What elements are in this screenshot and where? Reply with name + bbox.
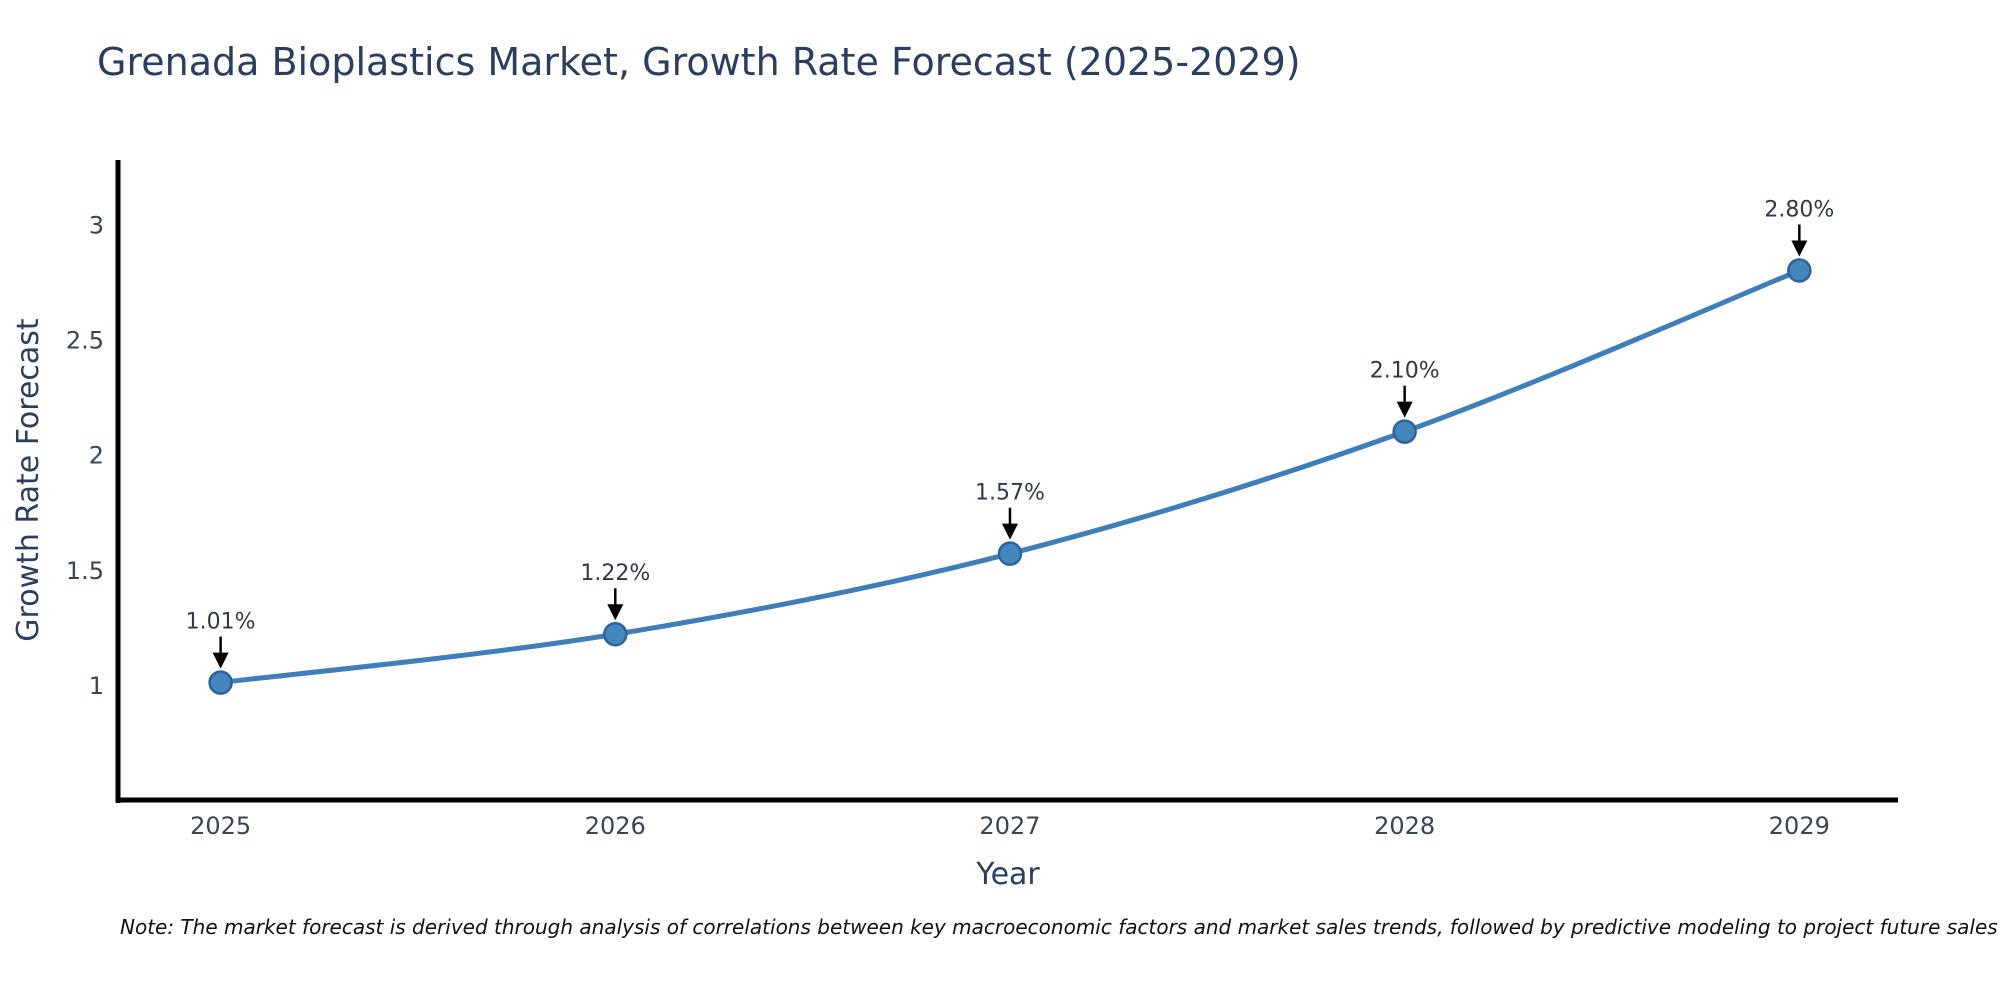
y-tick-label: 1.5	[66, 557, 104, 585]
y-tick-label: 3	[89, 211, 104, 239]
x-tick-label: 2029	[1769, 812, 1830, 840]
y-tick-label: 2	[89, 442, 104, 470]
point-annotation-label: 2.10%	[1370, 359, 1440, 384]
plot-area: 1 1.5 2 2.5 3 2025 2026 2027 2028 2029 1.01% 1.22% 1…	[66, 160, 1898, 840]
y-tick-label: 1	[89, 672, 104, 700]
y-tick-label: 2.5	[66, 327, 104, 355]
annotation-arrowhead	[1791, 240, 1808, 257]
point-annotation-label: 1.57%	[975, 481, 1045, 506]
data-point-marker	[997, 541, 1023, 566]
point-annotation-label: 1.01%	[186, 610, 256, 635]
annotation-arrowhead	[212, 652, 229, 669]
data-point-marker	[1787, 258, 1812, 283]
point-annotation-label: 1.22%	[580, 561, 650, 586]
point-annotation-label: 2.80%	[1764, 198, 1834, 223]
annotation-arrowhead	[1396, 401, 1413, 418]
x-tick-label: 2027	[979, 812, 1040, 840]
chart-title: Grenada Bioplastics Market, Growth Rate …	[97, 40, 1301, 84]
data-point-marker	[603, 621, 628, 647]
x-tick-label: 2028	[1374, 812, 1435, 840]
data-point-marker	[208, 670, 233, 695]
series-line	[220, 268, 1801, 686]
data-point-marker	[1392, 419, 1417, 444]
x-tick-label: 2026	[585, 812, 646, 840]
x-tick-label: 2025	[190, 812, 251, 840]
y-axis-title: Growth Rate Forecast	[11, 318, 46, 642]
footnote: Note: The market forecast is derived thr…	[120, 915, 1998, 939]
annotation-arrowhead	[1001, 523, 1018, 540]
annotation-arrowhead	[607, 604, 624, 621]
x-axis-title: Year	[975, 857, 1040, 892]
